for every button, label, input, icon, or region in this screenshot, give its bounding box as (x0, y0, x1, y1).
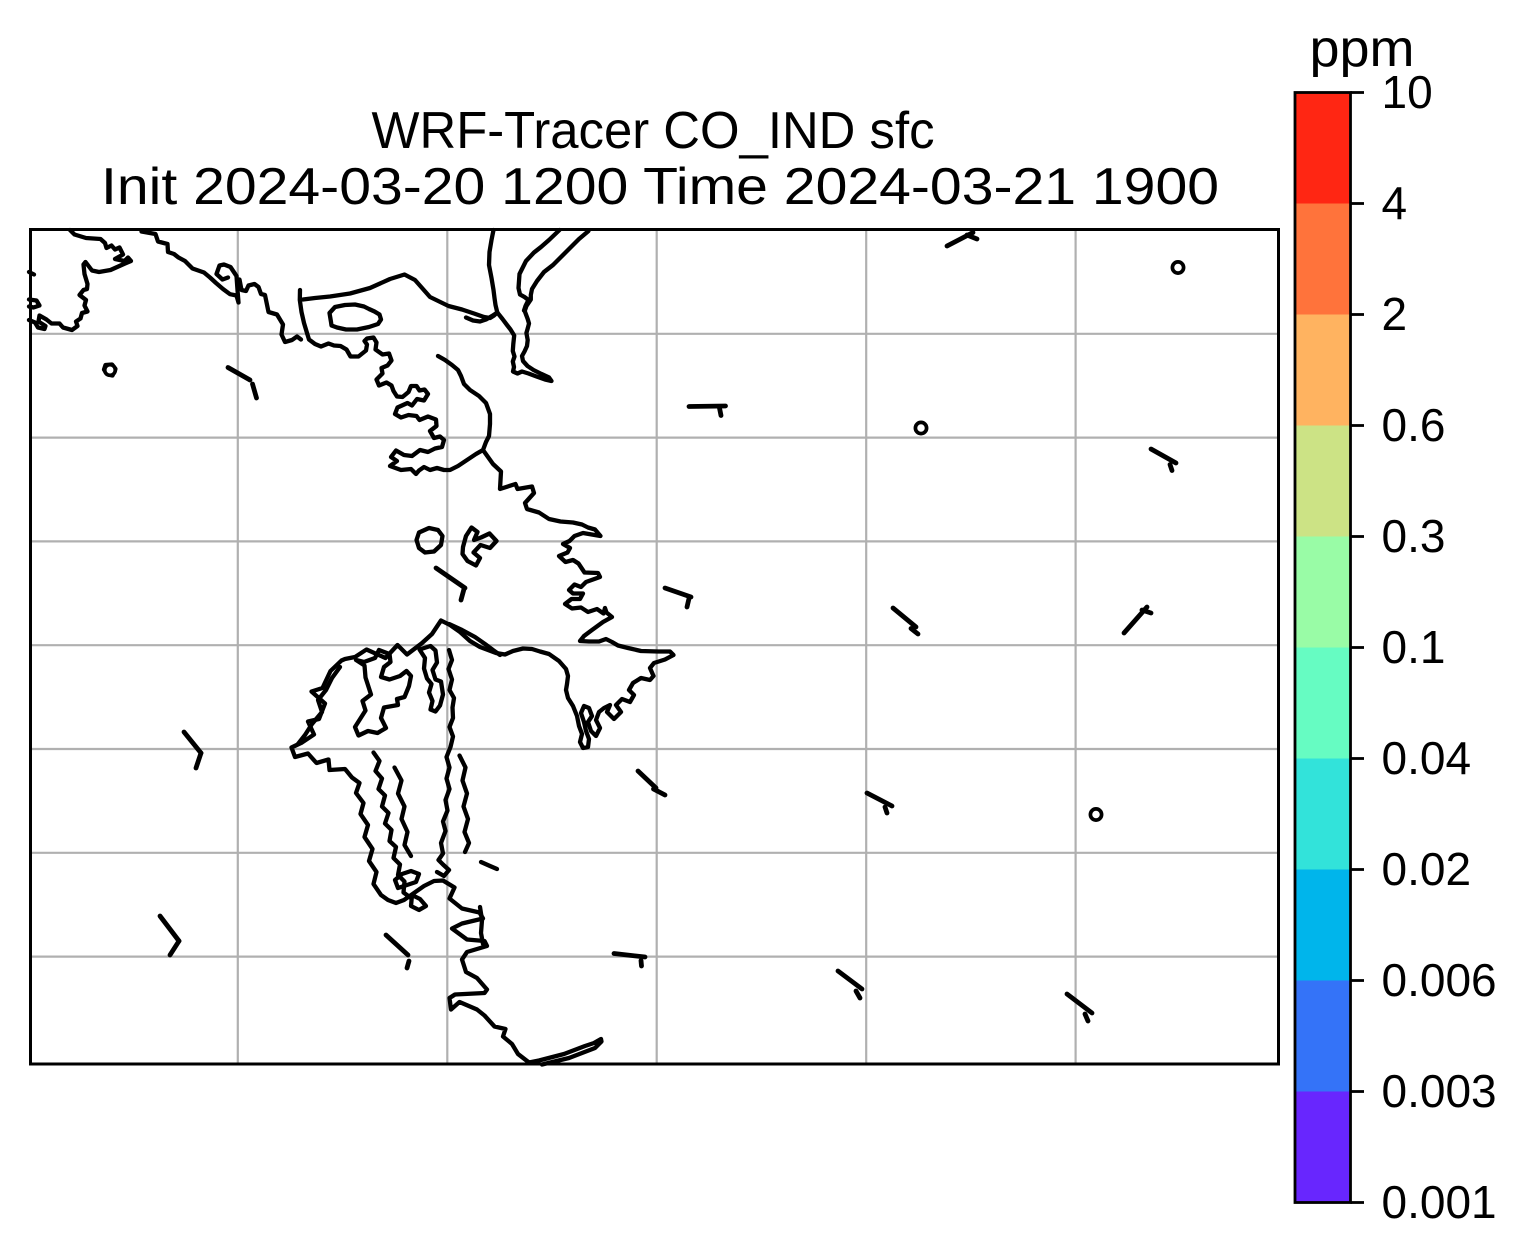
svg-text:0.02: 0.02 (1382, 843, 1472, 895)
svg-text:10: 10 (1382, 66, 1433, 118)
svg-text:0.006: 0.006 (1382, 954, 1497, 1006)
svg-text:0.6: 0.6 (1382, 399, 1446, 451)
svg-text:ppm: ppm (1310, 20, 1415, 78)
svg-text:WRF-Tracer CO_IND sfc: WRF-Tracer CO_IND sfc (372, 102, 935, 160)
svg-text:0.04: 0.04 (1382, 732, 1472, 784)
svg-text:0.1: 0.1 (1382, 621, 1446, 673)
svg-text:Init 2024-03-20 1200 Time 2024: Init 2024-03-20 1200 Time 2024-03-21 190… (101, 158, 1219, 216)
svg-text:4: 4 (1382, 177, 1408, 229)
svg-text:0.003: 0.003 (1382, 1065, 1497, 1117)
svg-text:0.3: 0.3 (1382, 510, 1446, 562)
svg-text:0.001: 0.001 (1382, 1176, 1497, 1228)
svg-text:2: 2 (1382, 288, 1408, 340)
